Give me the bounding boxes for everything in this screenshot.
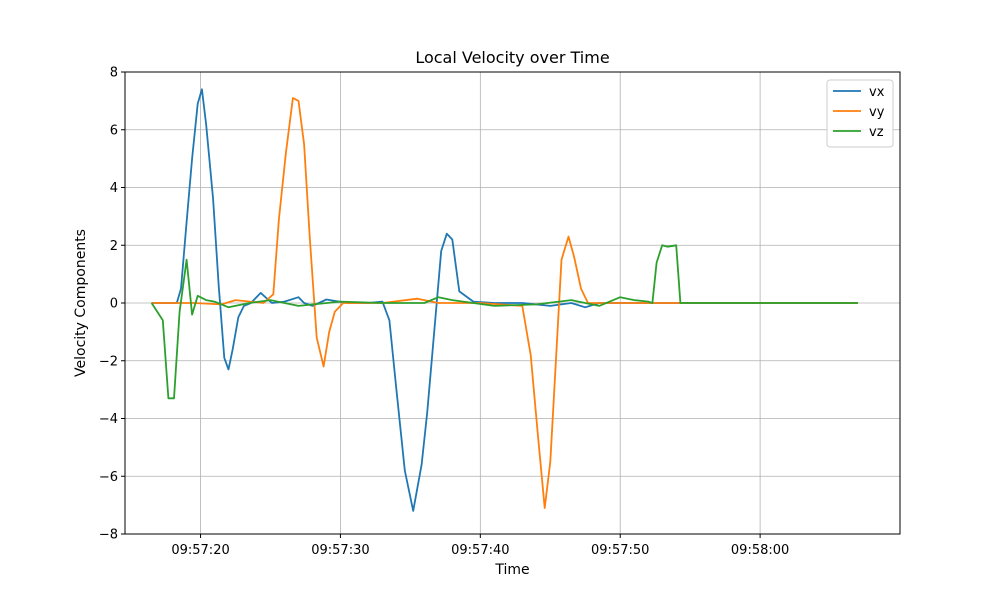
y-tick-label: 2 [110,239,118,254]
y-axis: −8 −6 −4 −2 0 2 4 6 8 [99,66,125,543]
x-tick-label: 09:57:30 [311,543,369,558]
y-tick-label: 6 [110,123,118,138]
series-line-vz [150,244,858,400]
chart-title: Local Velocity over Time [415,48,609,67]
y-tick-label: 0 [110,297,118,312]
y-tick-label: −6 [99,470,118,485]
x-tick-label: 09:58:00 [731,543,789,558]
x-axis: 09:57:20 09:57:30 09:57:40 09:57:50 09:58:00 [171,534,789,558]
x-tick-label: 09:57:40 [451,543,509,558]
y-tick-label: −2 [99,354,118,369]
x-axis-title: Time [494,562,529,578]
y-axis-title: Velocity Components [73,229,89,377]
y-tick-label: 8 [110,66,118,81]
series-layer [150,88,858,512]
legend-label-vx: vx [869,85,885,100]
legend-label-vz: vz [869,125,884,140]
y-tick-label: −8 [99,528,118,543]
legend: vx vy vz [826,79,894,148]
y-tick-label: 4 [110,181,118,196]
x-tick-label: 09:57:20 [171,543,229,558]
x-tick-label: 09:57:50 [591,543,649,558]
legend-label-vy: vy [869,105,885,120]
y-tick-label: −4 [99,412,118,427]
